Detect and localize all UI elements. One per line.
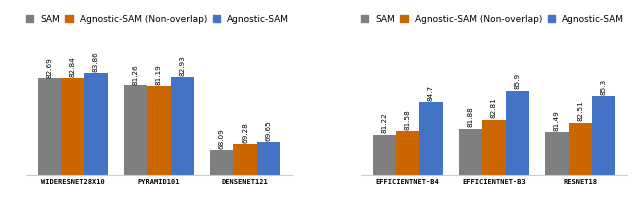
Text: 83.86: 83.86 xyxy=(93,51,99,72)
Bar xyxy=(170,77,194,213)
Bar xyxy=(210,150,234,213)
Text: 81.19: 81.19 xyxy=(156,64,162,85)
Text: 85.3: 85.3 xyxy=(600,79,607,95)
Bar xyxy=(483,120,506,213)
Text: 81.49: 81.49 xyxy=(554,110,560,131)
Text: 69.28: 69.28 xyxy=(242,122,248,143)
Bar xyxy=(506,91,529,213)
Text: 85.9: 85.9 xyxy=(514,73,520,89)
Bar xyxy=(459,129,483,213)
Bar xyxy=(419,102,443,213)
Bar xyxy=(84,73,108,213)
Legend: SAM, Agnostic-SAM (Non-overlap), Agnostic-SAM: SAM, Agnostic-SAM (Non-overlap), Agnosti… xyxy=(25,14,290,25)
Bar xyxy=(568,123,592,213)
Text: 82.69: 82.69 xyxy=(46,57,52,78)
Text: 82.81: 82.81 xyxy=(491,98,497,118)
Text: 81.26: 81.26 xyxy=(132,64,139,85)
Bar xyxy=(61,78,84,213)
Bar xyxy=(396,131,419,213)
Bar xyxy=(234,144,257,213)
Text: 82.84: 82.84 xyxy=(70,56,76,77)
Bar xyxy=(124,85,147,213)
Bar xyxy=(372,135,396,213)
Text: 81.22: 81.22 xyxy=(381,113,387,133)
Text: 84.7: 84.7 xyxy=(428,85,434,101)
Text: 81.88: 81.88 xyxy=(468,106,474,127)
Bar xyxy=(592,96,615,213)
Bar xyxy=(147,86,170,213)
Text: 81.58: 81.58 xyxy=(404,109,411,130)
Text: 82.93: 82.93 xyxy=(179,56,185,76)
Text: 69.65: 69.65 xyxy=(266,121,271,141)
Legend: SAM, Agnostic-SAM (Non-overlap), Agnostic-SAM: SAM, Agnostic-SAM (Non-overlap), Agnosti… xyxy=(360,14,625,25)
Bar xyxy=(257,142,280,213)
Text: 82.51: 82.51 xyxy=(577,101,583,121)
Bar xyxy=(545,132,568,213)
Text: 68.09: 68.09 xyxy=(219,128,225,149)
Bar xyxy=(38,78,61,213)
